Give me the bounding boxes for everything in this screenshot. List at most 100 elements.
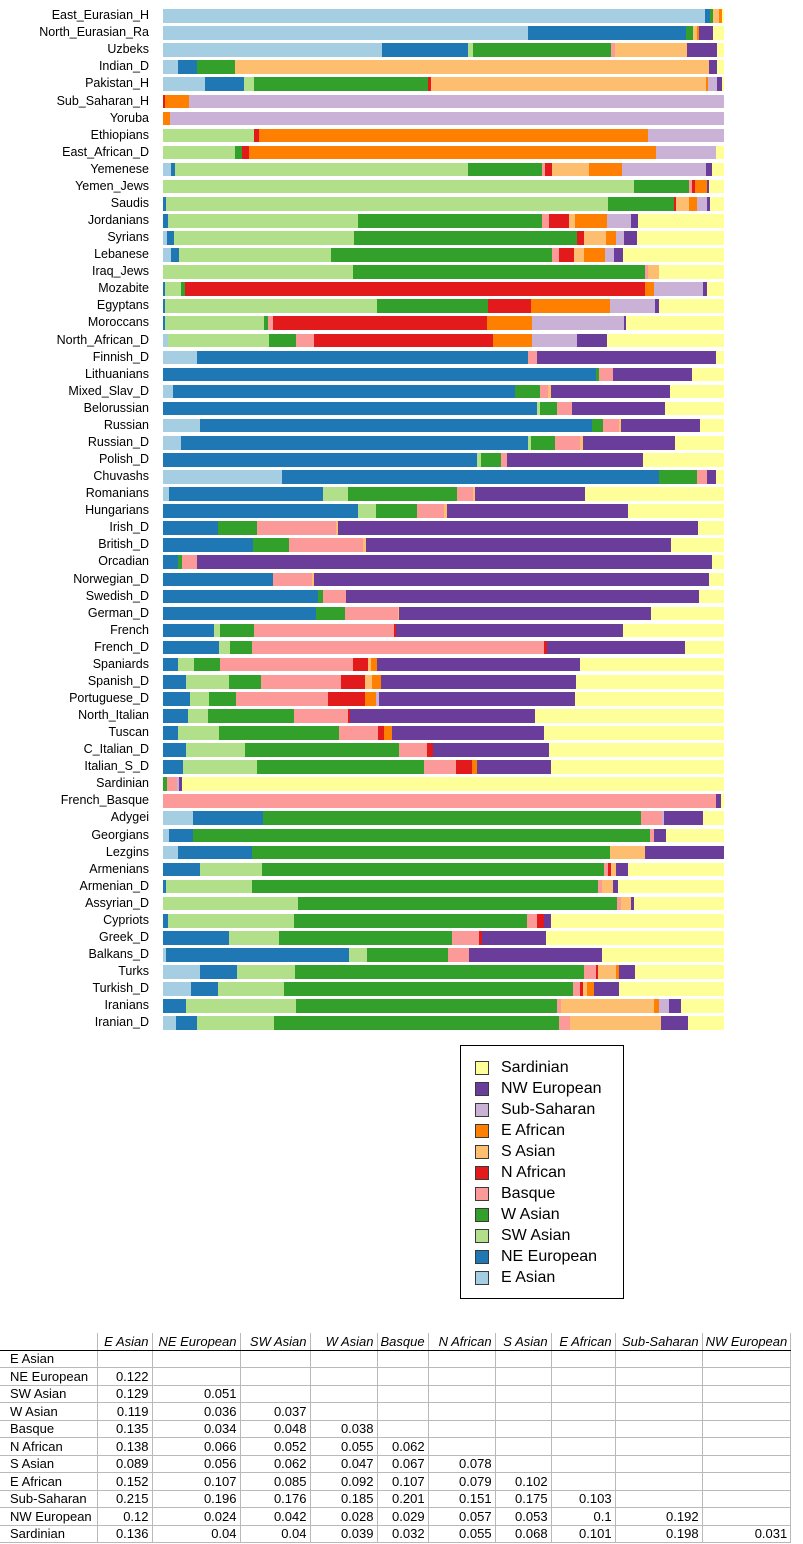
table-cell [494,1402,552,1421]
table-cell: 0.122 [96,1367,153,1386]
bar-segment [579,435,583,450]
bar-segment [711,555,724,570]
bar-segment [625,316,724,331]
bar-segment [228,930,279,945]
legend-item: NW European [475,1078,602,1099]
stacked-bar [163,453,724,467]
bar-row-label: Irish_D [109,520,149,535]
table-cell: 0.055 [309,1437,378,1456]
bar-segment [547,384,551,399]
bar-segment [423,760,456,774]
bar-row-label: North_African_D [56,332,149,347]
table-cell: 0.032 [376,1525,429,1543]
legend-label: NE European [501,1247,598,1265]
bar-segment [692,367,725,382]
table-cell [614,1402,703,1421]
bar-segment [196,350,529,365]
bar-row: Greek_D [0,930,724,945]
bar-row-label: East_African_D [62,144,149,159]
bar-segment [571,401,665,416]
bar-segment [548,214,570,228]
bar-row: Pakistan_H [0,77,724,92]
bar-row-label: Lebanese [94,247,149,262]
stacked-bar [163,555,724,570]
table-row: S Asian 0.089 0.056 0.062 0.047 0.067 0.078 [0,1455,792,1473]
table-cell: 0.152 [96,1472,153,1491]
table-cell: 0.024 [151,1507,241,1526]
table-cell: 0.192 [614,1507,703,1526]
bar-segment [709,9,714,23]
bar-segment [542,162,546,177]
bar-row-label: Iranians [104,998,149,1013]
bar-segment [168,333,270,348]
table-cell: 0.079 [427,1472,496,1491]
bar-row: Norwegian_D [0,572,724,587]
bar-segment [163,913,169,928]
bar-segment [297,896,617,911]
bar-row-label: Yoruba [109,110,149,125]
bar-row: Uzbeks [0,43,724,57]
bar-segment [163,282,166,296]
bar-segment [717,43,724,57]
bar-segment [717,60,725,74]
bar-row: Lithuanians [0,367,725,382]
bar-segment [686,43,718,57]
legend-item: Sardinian [475,1057,602,1078]
bar-segment [163,333,169,348]
bar-segment [163,162,171,177]
bar-segment [673,196,677,211]
table-row: W Asian 0.119 0.036 0.037 [0,1402,792,1421]
table-cell [614,1420,703,1438]
bar-segment [181,282,185,296]
bar-segment [200,862,262,877]
table-cell: 0.04 [239,1525,311,1543]
bar-segment [685,26,693,40]
bar-segment [217,982,284,996]
bar-segment [272,572,312,587]
bar-row-label: Armenians [89,861,149,876]
bar-segment [648,128,724,143]
table-cell [96,1350,153,1368]
stacked-bar [163,538,725,552]
bar-segment [163,999,186,1013]
bar-segment [219,657,354,672]
table-cell [309,1402,378,1421]
table-cell [239,1385,311,1403]
bar-row-label: Orcadian [98,554,149,569]
bar-segment [448,948,469,962]
table-cell: 0.039 [309,1525,378,1543]
stacked-bar [163,811,724,826]
bar-segment [262,811,641,826]
bar-segment [716,794,722,808]
bar-segment [680,999,724,1013]
bar-segment [468,43,474,57]
table-cell: 0.107 [151,1472,241,1491]
bar-segment [175,1016,197,1030]
bar-segment [545,162,552,177]
bar-row: Irish_D [0,521,724,535]
bar-row-label: East_Eurasian_H [51,8,149,23]
stacked-bar [163,282,724,296]
bar-segment [294,965,585,979]
bar-segment [163,794,717,808]
bar-row-label: Romanians [85,486,149,501]
bar-segment [163,845,178,860]
bar-segment [709,179,725,194]
bar-segment [353,231,578,245]
bar-segment [163,299,166,313]
bar-row-label: Russian [103,417,149,432]
table-cell [550,1385,616,1403]
bar-row: Iraq_Jews [0,265,725,279]
bar-segment [192,828,650,843]
bar-segment [706,77,708,92]
bar-segment [428,77,431,92]
bar-row: Swedish_D [0,589,725,604]
bar-segment [468,948,602,962]
bar-segment [669,999,681,1013]
table-cell [309,1367,378,1386]
table-cell: 0.047 [309,1455,378,1473]
bar-segment [630,896,634,911]
table-cell: 0.051 [151,1385,241,1403]
bar-segment [607,214,632,228]
bar-segment [447,504,629,518]
